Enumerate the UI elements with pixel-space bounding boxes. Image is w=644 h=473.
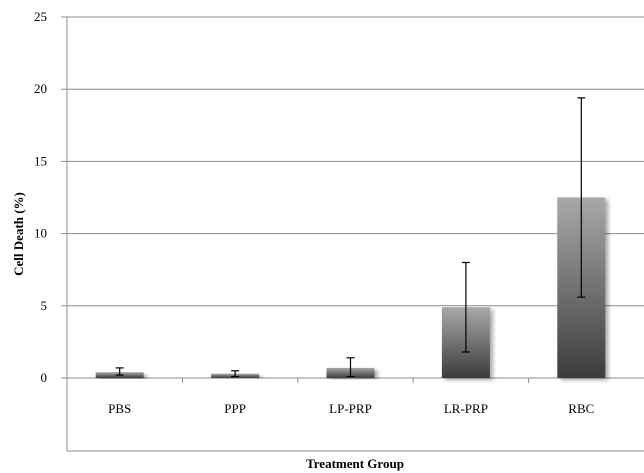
y-tick-label: 0 — [41, 370, 48, 385]
error-bars — [116, 98, 586, 377]
y-tick-label: 5 — [41, 298, 48, 313]
x-tick-label: LR-PRP — [444, 401, 488, 416]
y-axis-title: Cell Death (%) — [11, 192, 26, 276]
bars — [96, 198, 606, 379]
y-tick-label: 20 — [34, 81, 47, 96]
y-tick-label: 15 — [34, 153, 47, 168]
x-tick-label: RBC — [568, 401, 594, 416]
x-tick-label: PBS — [108, 401, 131, 416]
x-tick-label: LP-PRP — [329, 401, 372, 416]
x-axis-ticks: PBS PPP LP-PRP LR-PRP RBC — [108, 378, 594, 416]
y-tick-label: 10 — [34, 226, 47, 241]
x-axis-title: Treatment Group — [306, 456, 404, 471]
x-tick-label: PPP — [224, 401, 246, 416]
y-axis-ticks: 0 5 10 15 20 25 — [34, 9, 67, 385]
y-tick-label: 25 — [34, 9, 47, 24]
